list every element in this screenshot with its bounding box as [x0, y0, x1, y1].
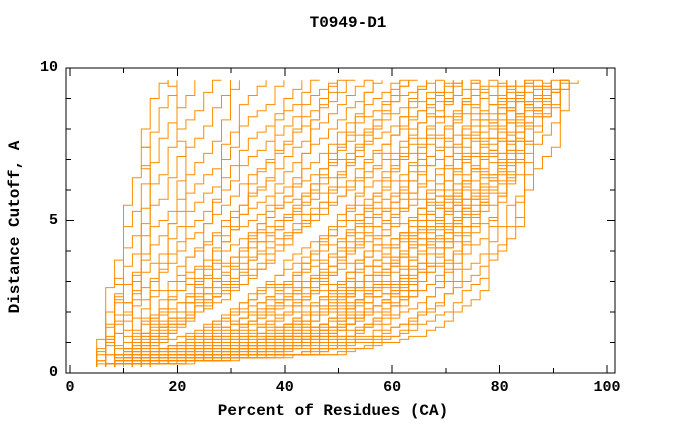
y-tick-label: 0: [48, 364, 58, 381]
page-title: T0949-D1: [309, 14, 387, 32]
gdt-curve: [105, 80, 285, 367]
gdt-curve: [105, 80, 338, 367]
gdt-curve: [105, 80, 534, 367]
x-tick-label: 60: [383, 379, 402, 396]
gdt-curve: [105, 80, 481, 367]
gdt-curve: [105, 80, 303, 367]
gdt-curve: [105, 80, 454, 367]
x-tick-label: 80: [490, 379, 509, 396]
gdt-curve: [131, 80, 534, 367]
gdt-curve: [123, 80, 579, 367]
x-tick-label: 100: [593, 379, 621, 396]
gdt-curve: [131, 80, 543, 367]
gdt-curve: [114, 80, 428, 367]
gdt-curve: [131, 79, 570, 367]
x-axis-label: Percent of Residues (CA): [217, 402, 449, 420]
y-tick-label: 10: [39, 59, 58, 76]
x-tick-label: 0: [65, 379, 75, 396]
x-tick-label: 20: [168, 379, 187, 396]
gdt-curve: [114, 80, 552, 367]
x-tick-label: 40: [275, 379, 294, 396]
y-tick-label: 5: [48, 211, 58, 229]
gdt-curve: [105, 80, 374, 367]
gdt-curve: [96, 80, 178, 367]
gdt-curve: [114, 80, 445, 367]
gdt-curve: [96, 80, 231, 367]
